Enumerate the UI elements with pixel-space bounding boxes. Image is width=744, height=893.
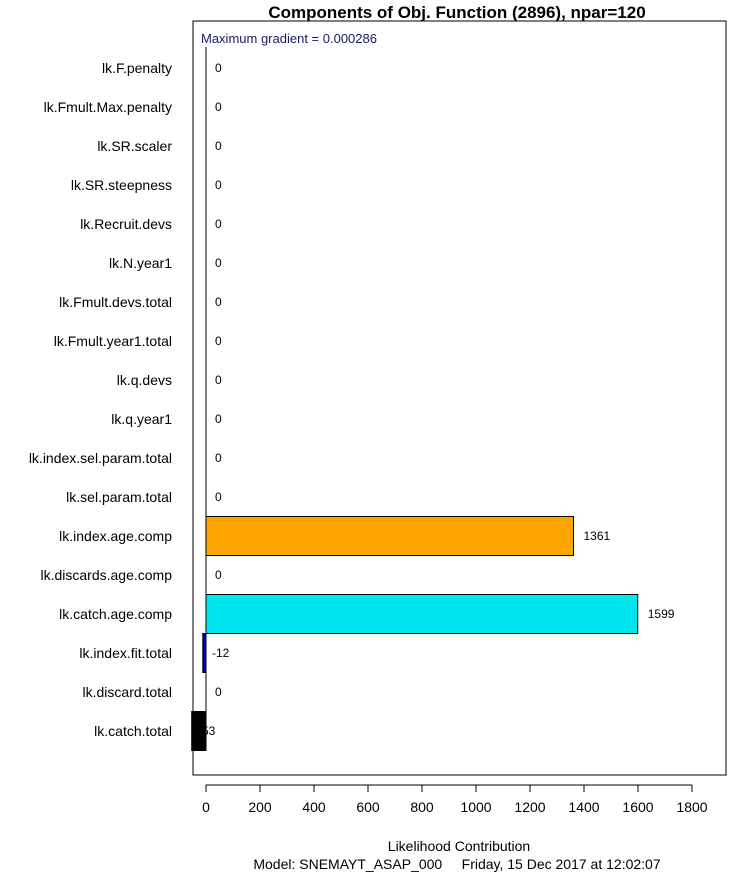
- value-label: 0: [215, 490, 222, 504]
- value-label: 0: [215, 61, 222, 75]
- model-subtitle: Model: SNEMAYT_ASAP_000 Friday, 15 Dec 2…: [253, 856, 660, 872]
- category-label: lk.SR.scaler: [97, 138, 172, 154]
- category-label: lk.F.penalty: [102, 60, 172, 76]
- x-tick-label: 800: [410, 799, 434, 815]
- chart-title: Components of Obj. Function (2896), npar…: [268, 3, 645, 22]
- value-label: 0: [215, 178, 222, 192]
- value-label: 0: [215, 412, 222, 426]
- bar-lk-index-age-comp: [205, 516, 574, 556]
- max-gradient-note: Maximum gradient = 0.000286: [201, 31, 377, 46]
- value-label: 0: [215, 295, 222, 309]
- category-label: lk.index.sel.param.total: [29, 450, 172, 466]
- category-label: lk.Fmult.devs.total: [59, 294, 172, 310]
- x-axis: 0 200 400 600 800 1000 1200 1400 1600 1800: [202, 784, 708, 815]
- x-tick-label: 1600: [622, 799, 653, 815]
- value-label: 0: [215, 256, 222, 270]
- bar-lk-index-fit-total: [202, 633, 207, 673]
- value-label: -12: [212, 646, 230, 660]
- plot-frame: [192, 20, 727, 776]
- category-label: lk.Recruit.devs: [80, 216, 172, 232]
- category-label: lk.index.fit.total: [79, 645, 172, 661]
- x-tick-label: 1200: [514, 799, 545, 815]
- value-label: -53: [198, 724, 216, 738]
- value-label: 0: [215, 568, 222, 582]
- category-label: lk.Fmult.year1.total: [54, 333, 172, 349]
- x-tick-label: 1800: [676, 799, 707, 815]
- value-label: 0: [215, 334, 222, 348]
- value-label: 1361: [583, 529, 610, 543]
- category-label: lk.SR.steepness: [71, 177, 172, 193]
- category-label: lk.discards.age.comp: [40, 567, 172, 583]
- bars-group: [191, 516, 639, 751]
- x-tick-label: 200: [248, 799, 272, 815]
- value-label: 0: [215, 139, 222, 153]
- value-label: 0: [215, 373, 222, 387]
- x-tick-label: 600: [356, 799, 380, 815]
- value-label: 0: [215, 217, 222, 231]
- category-label: lk.Fmult.Max.penalty: [44, 99, 172, 115]
- bar-lk-catch-age-comp: [205, 594, 639, 634]
- category-label: lk.sel.param.total: [66, 489, 172, 505]
- category-label: lk.q.year1: [111, 411, 172, 427]
- category-label: lk.index.age.comp: [59, 528, 172, 544]
- category-label: lk.catch.age.comp: [59, 606, 172, 622]
- value-label: 1599: [648, 607, 675, 621]
- category-label: lk.N.year1: [109, 255, 172, 271]
- x-tick-label: 400: [302, 799, 326, 815]
- x-tick-label: 1000: [460, 799, 491, 815]
- category-label: lk.q.devs: [117, 372, 172, 388]
- x-axis-label: Likelihood Contribution: [388, 838, 530, 854]
- value-label: 0: [215, 451, 222, 465]
- value-label: 0: [215, 100, 222, 114]
- value-label: 0: [215, 685, 222, 699]
- bar-lk-catch-total: [191, 711, 207, 751]
- category-label: lk.discard.total: [83, 684, 172, 700]
- x-tick-label: 1400: [568, 799, 599, 815]
- value-labels: 0 0 0 0 0 0 0 0 0 0 0 0 1361 0 1599 -12 0 -53: [198, 61, 675, 738]
- category-label: lk.catch.total: [94, 723, 172, 739]
- x-tick-label: 0: [202, 799, 210, 815]
- category-labels: lk.F.penalty lk.Fmult.Max.penalty lk.SR.sc…: [29, 60, 173, 739]
